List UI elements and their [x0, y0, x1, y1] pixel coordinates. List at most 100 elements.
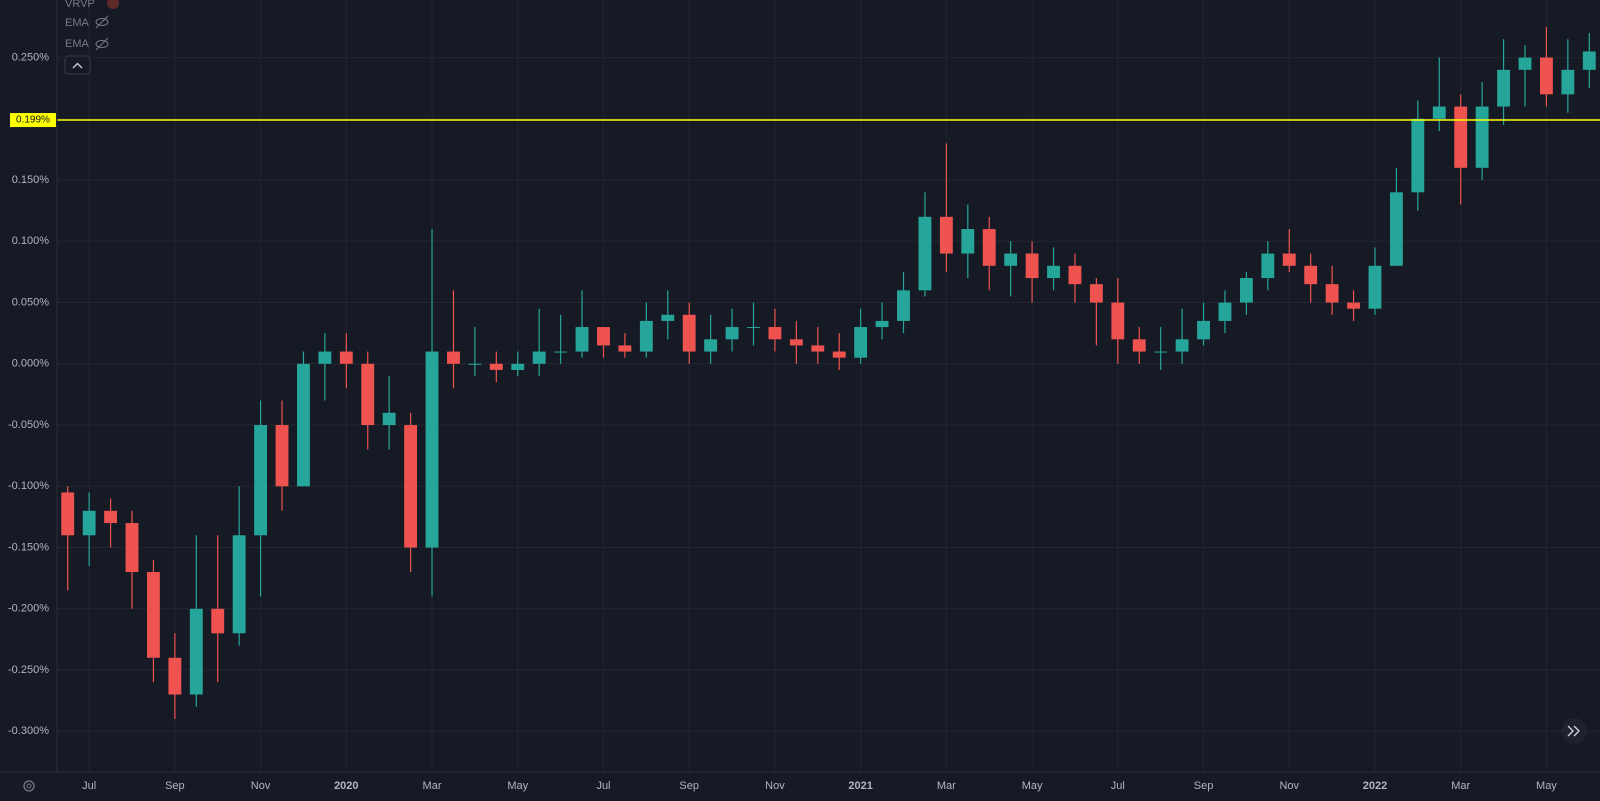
candle-body	[1368, 265, 1382, 309]
candle-body	[511, 363, 525, 370]
candle-body	[232, 535, 246, 634]
y-tick-label: -0.150%	[8, 541, 49, 553]
candle-body	[1218, 302, 1232, 321]
x-tick-label: Sep	[165, 780, 185, 792]
x-tick-label: Mar	[423, 780, 442, 792]
candle-body	[447, 351, 460, 364]
x-tick-label: May	[1022, 780, 1043, 792]
candle-body	[1561, 69, 1575, 95]
candle-body	[1282, 253, 1296, 266]
candle-body	[1582, 51, 1596, 70]
y-tick-label: 0.000%	[12, 358, 50, 370]
candle-body	[725, 327, 739, 340]
candle-body	[1497, 69, 1510, 107]
candle-body	[1047, 265, 1060, 279]
legend-item[interactable]: EMA	[65, 17, 90, 29]
candle-body	[875, 320, 889, 328]
x-tick-label: May	[507, 780, 528, 792]
candle-body	[147, 572, 160, 658]
candle-body	[404, 425, 418, 548]
y-tick-label: 0.150%	[12, 174, 50, 186]
candle-body	[254, 425, 268, 536]
candle-body	[361, 363, 375, 426]
candle-body	[1239, 278, 1253, 303]
candle-body	[1411, 118, 1425, 193]
x-tick-label: Sep	[679, 780, 699, 792]
candle-body	[1004, 253, 1018, 266]
candle-body	[618, 345, 632, 352]
candle-body	[939, 216, 953, 254]
candle-body	[1454, 106, 1468, 168]
y-tick-label: -0.100%	[8, 480, 49, 492]
hidden-icon[interactable]	[95, 37, 109, 51]
candle-body	[811, 345, 825, 352]
candle-body	[532, 351, 546, 364]
grid	[57, 0, 1600, 772]
y-tick-label: -0.250%	[8, 664, 49, 676]
settings-button[interactable]	[23, 780, 35, 792]
x-tick-label: 2020	[334, 780, 358, 792]
x-tick-label: Sep	[1194, 780, 1214, 792]
candle-body	[1025, 253, 1039, 279]
warning-icon	[107, 0, 119, 9]
candle-body	[1197, 320, 1210, 340]
candle-body	[382, 412, 396, 426]
gear-icon	[23, 780, 35, 792]
x-tick-label: 2021	[848, 780, 872, 792]
candle-body	[1111, 302, 1125, 340]
candle-body	[554, 351, 568, 353]
x-tick-label: Jul	[1111, 780, 1125, 792]
y-tick-label: 0.250%	[12, 51, 50, 63]
candle-body	[1089, 284, 1103, 303]
candle-body	[125, 523, 139, 573]
x-tick-label: Nov	[251, 780, 271, 792]
candle-body	[1432, 106, 1446, 119]
x-tick-label: Mar	[1451, 780, 1470, 792]
y-tick-label: 0.100%	[12, 235, 50, 247]
candle-body	[189, 608, 203, 695]
x-tick-label: Nov	[1279, 780, 1299, 792]
candle-body	[468, 363, 482, 365]
candle-body	[339, 351, 353, 364]
x-tick-label: Jul	[82, 780, 96, 792]
candle-body	[1389, 192, 1403, 266]
candle-body	[489, 363, 503, 370]
time-axis: Jul Sep Nov 2020 Mar May Jul Sep Nov 2021 Mar May Ju…	[82, 780, 1557, 792]
x-tick-label: May	[1536, 780, 1557, 792]
y-tick-label: -0.050%	[8, 419, 49, 431]
hidden-icon[interactable]	[95, 15, 109, 29]
candle-body	[1347, 302, 1360, 309]
candles	[61, 26, 1596, 720]
candle-body	[211, 608, 225, 634]
candle-body	[1325, 284, 1339, 303]
candle-body	[297, 363, 310, 487]
x-tick-label: 2022	[1363, 780, 1387, 792]
legend-item[interactable]: VRVP	[65, 0, 95, 10]
y-tick-label: -0.300%	[8, 725, 49, 737]
candle-body	[639, 320, 653, 352]
candle-body	[918, 216, 932, 291]
candle-body	[1475, 106, 1489, 168]
price-label-bg	[10, 113, 56, 128]
x-tick-label: Jul	[596, 780, 610, 792]
candle-body	[275, 425, 289, 487]
candle-body	[1539, 57, 1553, 95]
y-tick-label: 0.050%	[12, 296, 50, 308]
candle-body	[1154, 351, 1168, 353]
candle-body	[1304, 265, 1318, 285]
candle-body	[1175, 339, 1189, 352]
candle-body	[168, 657, 182, 695]
gear-icon-center	[26, 783, 32, 789]
candle-body	[61, 492, 75, 536]
candle-body	[682, 314, 696, 352]
scroll-right-button[interactable]	[1561, 718, 1587, 744]
candle-body	[425, 351, 439, 548]
candle-body	[318, 351, 332, 364]
candle-body	[82, 510, 96, 536]
legend-item[interactable]: EMA	[65, 38, 90, 50]
candle-body	[854, 327, 868, 358]
collapse-button[interactable]	[64, 55, 91, 75]
time-axis-bar	[0, 772, 1600, 801]
candle-body	[1261, 253, 1275, 279]
